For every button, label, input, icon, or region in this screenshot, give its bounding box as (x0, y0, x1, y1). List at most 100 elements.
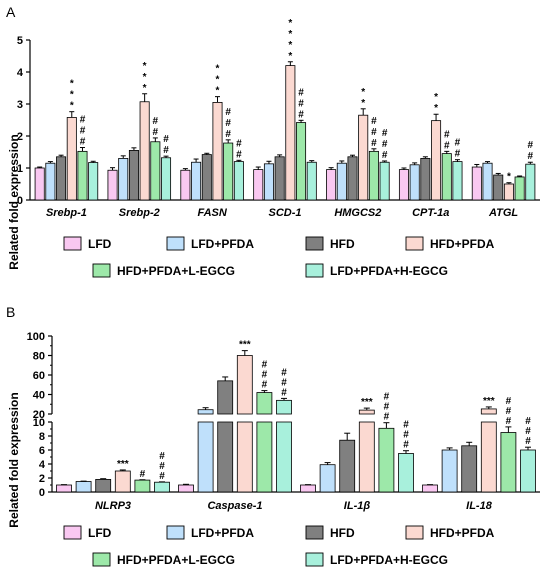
panel-b-bar-il-18-lfd-pfda-h-egcg (520, 449, 536, 493)
panel-b-legend: LFD LFD+PFDA HFD HFD+PFDA HFD+PFDA+L-EGCG LFD… (63, 525, 495, 567)
panel-b-bar-caspase-1-lfd-pfda (197, 421, 214, 493)
panel-a-significance-mark: # # # (371, 116, 377, 149)
panel-a-bar-hmgcs2-hfd-pfda (358, 114, 369, 201)
panel-a-significance-mark: # # (236, 138, 242, 160)
panel-a-ytick-label: 0 (17, 195, 23, 207)
panel-b-bar-il-1-hfd-pfda (358, 421, 375, 493)
panel-b-legend-swatch-hfd-pfda-l-egcg (92, 552, 111, 567)
panel-b-bar-il-1-lfd-pfda-h-egcg (398, 453, 414, 493)
panel-b-category-label: NLRP3 (95, 500, 131, 512)
panel-a-legend-swatch-hfd-pfda-l-egcg (92, 263, 111, 278)
panel-a-legend-swatch-lfd-pfda (166, 236, 185, 251)
panel-a-bar-fasn-lfd-pfda-h-egcg (233, 161, 244, 201)
panel-b-significance-mark: # # # (281, 367, 287, 398)
panel-a-legend-swatch-hfd-pfda (405, 236, 424, 251)
panel-a-bar-atgl-hfd (493, 174, 504, 201)
panel-a-legend-label: LFD+PFDA+H-EGCG (330, 264, 448, 278)
panel-a-significance-mark: * * * (143, 61, 147, 94)
panel-a-significance-mark: # # # (298, 87, 304, 120)
panel-b-legend-label: HFD+PFDA (430, 526, 495, 540)
panel-a-bar-hmgcs2-lfd-pfda-h-egcg (379, 161, 390, 201)
panel-b-bar-il-1-hfd-pfda-l-egcg (378, 427, 395, 493)
panel-b-bar-caspase-1-lfd (178, 484, 194, 493)
panel-a-category-label: SCD-1 (268, 207, 301, 219)
panel-a-bar-hmgcs2-hfd (347, 156, 358, 201)
panel-a-legend-swatch-hfd (305, 236, 324, 251)
panel-b-category-label: IL-1β (344, 500, 371, 512)
panel-b-category-label: Caspase-1 (207, 500, 262, 512)
panel-a-ytick-label: 5 (17, 35, 23, 47)
panel-b-bar-il-18-hfd-pfda-upper (480, 408, 497, 415)
panel-a-bar-srebp-2-lfd (107, 169, 118, 201)
panel-b-bar-nlrp3-lfd (56, 484, 72, 493)
panel-b-bar-nlrp3-hfd-pfda-l-egcg (134, 479, 151, 493)
panel-a-bar-scd-1-hfd-pfda-l-egcg (296, 122, 307, 201)
panel-b-bar-il-18-lfd (422, 484, 438, 493)
panel-a-significance-mark: * (507, 172, 511, 183)
panel-b-legend-swatch-lfd-pfda (166, 525, 185, 540)
panel-b-significance-mark: *** (483, 396, 495, 407)
panel-a-bar-cpt-1a-lfd-pfda (409, 164, 420, 201)
panel-a-bar-cpt-1a-lfd-pfda-h-egcg (452, 161, 463, 201)
panel-b-bar-nlrp3-lfd-pfda (75, 481, 92, 493)
panel-a-bar-cpt-1a-hfd-pfda-l-egcg (441, 153, 452, 201)
panel-a-bar-fasn-hfd-pfda (212, 102, 223, 201)
panel-b-significance-mark: # # # (506, 396, 512, 427)
panel-b-ytick-label: 100 (27, 331, 45, 343)
panel-b-bar-caspase-1-lfd-pfda-upper (197, 409, 214, 415)
panel-b-significance-mark: # (140, 469, 146, 480)
panel-a-bar-atgl-lfd-pfda-h-egcg (525, 163, 536, 201)
panel-a-chart: 0 1 2 3 4 5 Srebp-1 Srebp-2 FASN SCD-1 HMGCS2 CPT-1… (17, 18, 540, 219)
panel-a-bar-hmgcs2-lfd (326, 169, 337, 201)
panel-b-label: B (6, 304, 15, 320)
panel-a-label: A (6, 4, 16, 20)
panel-b-ytick-label: 4 (39, 459, 46, 471)
panel-a-bar-fasn-lfd (180, 169, 191, 201)
panel-b-bar-il-1-hfd (339, 439, 356, 493)
panel-a-bar-srebp-1-lfd-pfda-h-egcg (88, 162, 99, 201)
panel-a-bar-cpt-1a-hfd-pfda (431, 120, 442, 201)
panel-b-bar-il-1-lfd-pfda (319, 464, 336, 493)
panel-a-bar-scd-1-lfd (253, 169, 264, 201)
panel-a-significance-mark: # # # (225, 107, 231, 140)
panel-b-legend-swatch-lfd (63, 525, 82, 540)
panel-a-ytick-label: 2 (17, 131, 23, 143)
panel-a-bar-scd-1-hfd (274, 156, 285, 201)
panel-a-bar-scd-1-hfd-pfda (285, 65, 296, 201)
panel-a-significance-mark: # # (528, 140, 534, 162)
panel-a-ytick-label: 4 (17, 67, 24, 79)
panel-b-significance-mark: # # # (403, 420, 409, 451)
panel-a-bar-cpt-1a-hfd (420, 157, 431, 201)
panel-a-bar-srebp-1-lfd-pfda (45, 162, 56, 201)
panel-a-bar-srebp-1-hfd (56, 156, 67, 201)
panel-a-legend-label: LFD+PFDA (191, 237, 254, 251)
panel-a-category-label: Srebp-2 (119, 207, 160, 219)
panel-a-bar-srebp-1-hfd-pfda (66, 117, 77, 201)
panel-a-significance-mark: # # (153, 116, 159, 138)
panel-a-legend: LFD LFD+PFDA HFD HFD+PFDA HFD+PFDA+L-EGCG LFD… (63, 236, 495, 278)
panel-a-category-label: FASN (197, 207, 227, 219)
panel-b-legend-swatch-lfd-pfda-h-egcg (305, 552, 324, 567)
panel-a-bar-atgl-hfd-pfda (503, 183, 514, 201)
panel-b-significance-mark: *** (361, 397, 373, 408)
panel-b-legend-swatch-hfd (305, 525, 324, 540)
panel-a-significance-mark: # # (444, 129, 450, 151)
panel-b-significance-mark: # # # (159, 451, 165, 482)
panel-a-significance-mark: * * (434, 92, 438, 114)
panel-b-ytick-label: 0 (39, 487, 45, 499)
panel-a-significance-mark: * * * (216, 64, 220, 97)
panel-a-legend-swatch-lfd (63, 236, 82, 251)
panel-b-legend-label: HFD (330, 526, 355, 540)
panel-b-bar-caspase-1-hfd-pfda-upper (236, 355, 253, 415)
panel-a-significance-mark: # # # (382, 128, 388, 161)
panel-a-bar-fasn-hfd (201, 154, 212, 201)
panel-a-bar-srebp-1-lfd (34, 167, 45, 201)
panel-b-bar-caspase-1-lfd-pfda-h-egcg (276, 421, 292, 493)
panel-a-bar-hmgcs2-hfd-pfda-l-egcg (368, 150, 379, 201)
panel-a-bar-srebp-2-lfd-pfda-h-egcg (161, 157, 172, 201)
panel-b-bar-caspase-1-hfd-upper (217, 380, 234, 415)
panel-a-legend-label: HFD+PFDA+L-EGCG (117, 264, 235, 278)
panel-a-ylabel: Related fold expression (7, 134, 21, 269)
